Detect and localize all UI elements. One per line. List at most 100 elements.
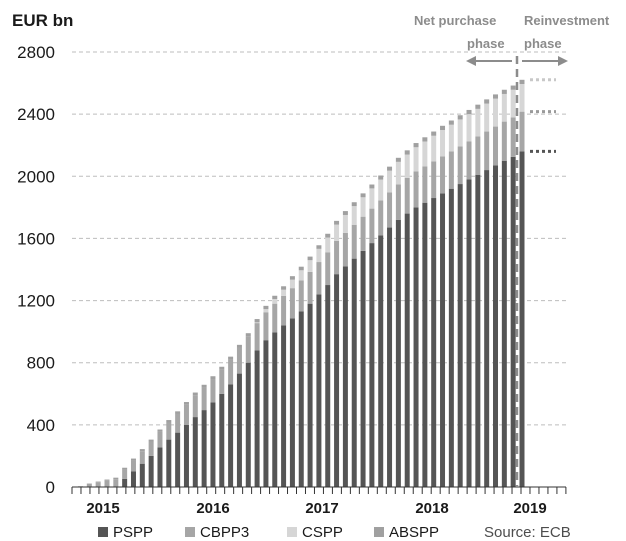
bar-cspp <box>448 124 454 152</box>
bar-cspp <box>395 161 401 185</box>
bar-cbpp3 <box>289 288 295 319</box>
bar-cspp <box>404 154 410 178</box>
bar-cbpp3 <box>395 184 401 220</box>
bar-pspp <box>484 170 490 488</box>
bar-pspp <box>325 285 331 487</box>
y-tick-label: 800 <box>27 354 55 373</box>
bar-abspp <box>148 439 154 442</box>
bar-cspp <box>413 147 419 172</box>
bar-abspp <box>192 392 198 396</box>
bar-abspp <box>395 157 401 162</box>
bar-pspp <box>281 325 287 487</box>
y-tick-label: 2800 <box>17 43 55 62</box>
bar-cspp <box>484 103 490 132</box>
bar-cspp <box>387 170 393 193</box>
bar-cspp <box>457 119 463 147</box>
bars-group <box>78 79 525 488</box>
bar-pspp <box>183 424 189 487</box>
bar-pspp <box>228 384 234 487</box>
bar-pspp <box>360 250 366 487</box>
bar-cbpp3 <box>413 171 419 208</box>
bar-pspp <box>298 311 304 487</box>
legend-label-pspp: PSPP <box>113 524 153 541</box>
bar-cspp <box>254 322 260 324</box>
bar-pspp <box>201 410 207 487</box>
phase-reinvestment-label: Reinvestment <box>524 13 610 28</box>
bar-pspp <box>236 373 242 487</box>
bar-cbpp3 <box>298 280 304 312</box>
bar-pspp <box>519 151 525 487</box>
bar-abspp <box>157 429 163 432</box>
bar-pspp <box>404 213 410 488</box>
legend-label-cspp: CSPP <box>302 524 343 541</box>
bar-cbpp3 <box>325 252 331 286</box>
bar-pspp <box>272 332 278 487</box>
bar-cbpp3 <box>448 151 454 189</box>
bar-cbpp3 <box>342 232 348 267</box>
bar-abspp <box>440 125 446 130</box>
bar-abspp <box>316 245 322 249</box>
legend-swatch-cspp <box>287 527 297 537</box>
bar-pspp <box>510 156 516 487</box>
bar-pspp <box>316 294 322 487</box>
bar-cspp <box>360 197 366 217</box>
bar-cspp <box>369 188 375 209</box>
bar-cbpp3 <box>501 121 507 161</box>
bar-abspp <box>298 266 304 271</box>
bar-cspp <box>272 299 278 304</box>
bar-cbpp3 <box>431 161 437 199</box>
bar-abspp <box>360 193 366 198</box>
legend-swatch-abspp <box>374 527 384 537</box>
bar-abspp <box>387 166 393 171</box>
bar-cbpp3 <box>466 141 472 180</box>
bar-pspp <box>431 198 437 488</box>
bar-cbpp3 <box>457 146 463 185</box>
bar-abspp <box>448 120 454 125</box>
bar-abspp <box>263 305 269 310</box>
bar-abspp <box>519 79 525 85</box>
bar-cbpp3 <box>201 387 207 411</box>
bar-abspp <box>228 356 234 360</box>
y-tick-label: 400 <box>27 416 55 435</box>
bar-cbpp3 <box>281 295 287 326</box>
bar-pspp <box>307 303 313 487</box>
bar-abspp <box>210 376 216 380</box>
bar-abspp <box>113 477 119 480</box>
bar-cspp <box>289 279 295 289</box>
y-tick-label: 0 <box>46 478 55 497</box>
bar-cbpp3 <box>130 460 136 472</box>
reinvestment-arrowhead <box>558 56 568 66</box>
bar-cbpp3 <box>475 136 481 175</box>
bar-abspp <box>86 483 92 485</box>
bar-abspp <box>404 150 410 155</box>
year-label: 2015 <box>86 500 119 517</box>
bar-cspp <box>466 114 472 142</box>
bar-cspp <box>440 129 446 157</box>
bar-pspp <box>466 179 472 487</box>
bar-abspp <box>342 211 348 215</box>
bar-cspp <box>475 108 481 137</box>
bar-cbpp3 <box>510 117 516 157</box>
bar-cbpp3 <box>219 369 225 394</box>
bar-cbpp3 <box>307 271 313 304</box>
bar-pspp <box>175 432 181 487</box>
bar-abspp <box>413 143 419 148</box>
bar-pspp <box>342 266 348 487</box>
bar-pspp <box>501 160 507 487</box>
bar-pspp <box>148 455 154 487</box>
bar-pspp <box>139 463 145 487</box>
bar-pspp <box>254 350 260 487</box>
legend-label-abspp: ABSPP <box>389 524 439 541</box>
bar-cbpp3 <box>378 200 384 236</box>
bar-abspp <box>183 402 189 405</box>
bar-cspp <box>351 206 357 225</box>
bar-cbpp3 <box>272 303 278 333</box>
bar-cbpp3 <box>351 224 357 259</box>
bar-cbpp3 <box>519 111 525 152</box>
bar-cbpp3 <box>113 479 119 487</box>
bar-abspp <box>378 175 384 180</box>
bar-cbpp3 <box>104 480 110 487</box>
bar-pspp <box>192 417 198 487</box>
bar-abspp <box>325 233 331 238</box>
bar-pspp <box>334 274 340 487</box>
